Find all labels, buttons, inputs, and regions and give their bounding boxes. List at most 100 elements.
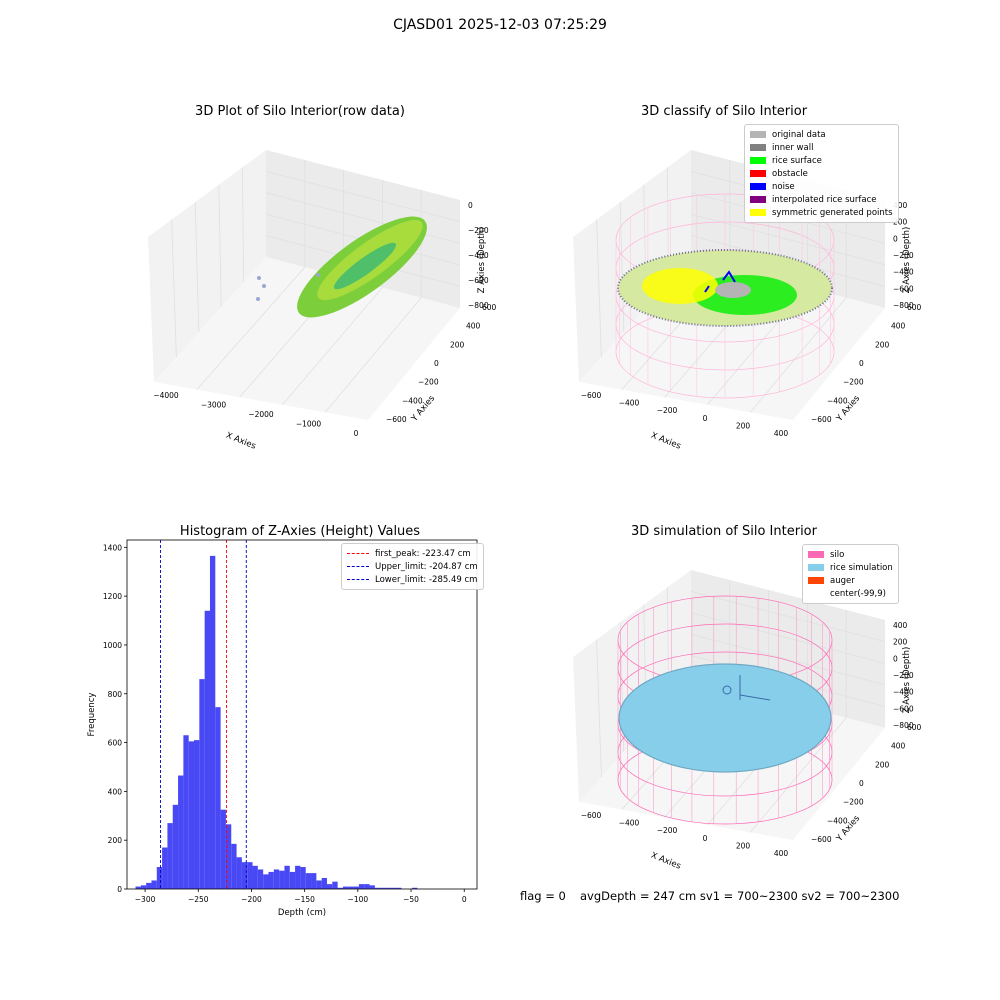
legend-item-first-peak: first_peak: -223.47 cm [347, 547, 478, 560]
footer-stats: avgDepth = 247 cm sv1 = 700~2300 sv2 = 7… [580, 889, 900, 903]
histogram-ytick-label: 400 [108, 787, 123, 796]
p1-grid [282, 287, 383, 406]
histogram-bar [332, 881, 338, 889]
p1-grid [171, 219, 177, 358]
p1-outlier-point [257, 276, 261, 280]
histogram-bar [257, 869, 264, 889]
p2-xlabel: X Axies [649, 431, 682, 452]
p4-xtick: −200 [657, 826, 678, 835]
p4-ztick: 200 [893, 638, 908, 647]
histogram-bar [279, 870, 285, 889]
histogram-bar [247, 862, 253, 889]
p4-ytick: 600 [907, 723, 922, 732]
histogram-bar [252, 865, 258, 889]
p2-ytick: 200 [875, 340, 890, 349]
histogram-bar [374, 887, 381, 889]
footer-flag: flag = 0 [520, 889, 566, 903]
histogram-bar [311, 873, 317, 889]
histogram-bar [231, 843, 237, 889]
panel3-title: Histogram of Z-Axies (Height) Values [179, 524, 421, 539]
p1-grid [218, 184, 222, 308]
p1-grid [265, 171, 461, 222]
p2-ytick: −600 [811, 415, 832, 424]
panel2-legend: original data inner wall rice surface ob… [744, 124, 899, 223]
histogram-xtick-label: −300 [135, 895, 156, 904]
histogram-bar [172, 804, 179, 889]
p1-xtick: 0 [354, 429, 359, 438]
histogram-xlabel: Depth (cm) [278, 908, 326, 918]
histogram-ylabel: Frequency [87, 693, 97, 737]
p4-ytick: −400 [827, 816, 848, 825]
p4-xlabel: X Axies [649, 851, 682, 872]
p1-ytick: 200 [450, 340, 465, 349]
p1-ztick: 0 [468, 201, 473, 210]
histogram-xtick-label: −50 [403, 895, 419, 904]
legend-item-original-data: original data [750, 128, 893, 141]
p2-ztick: 200 [893, 218, 908, 227]
p4-grid [690, 591, 886, 642]
p4-xtick: 200 [736, 841, 751, 850]
p4-center-marker [722, 685, 732, 695]
legend-item-noise: noise [750, 180, 893, 193]
histogram-ytick-label: 1000 [103, 641, 122, 650]
histogram-bar [316, 880, 322, 889]
histogram-ytick-label: 0 [117, 885, 122, 894]
p2-xtick: −400 [619, 399, 640, 408]
legend-item-rice-simulation: rice simulation [808, 561, 893, 574]
p4-auger-axis [739, 694, 771, 701]
histogram-bar [327, 884, 333, 889]
panel3-histogram: −300 −250 −200 −150 −100 −50 0 0 200 400 600 800 100… [87, 539, 478, 918]
p1-grid [196, 266, 306, 390]
p4-ytick: 400 [891, 742, 906, 751]
histogram-ytick-label: 1400 [103, 543, 122, 552]
histogram-bar [204, 610, 210, 889]
p4-ztick: 0 [893, 654, 898, 663]
p4-pane-left [573, 570, 691, 802]
histogram-bar [337, 887, 343, 889]
p2-grid [596, 219, 602, 358]
p4-xtick: −600 [581, 811, 602, 820]
p2-original-data [715, 282, 751, 298]
p4-xtick: 400 [774, 849, 789, 858]
histogram-bar [156, 867, 163, 889]
histogram-bar [364, 884, 370, 889]
p4-grid [749, 717, 847, 833]
p1-ytick: 0 [434, 359, 439, 368]
histogram-xtick-label: −250 [188, 895, 209, 904]
p1-outlier-point [316, 273, 320, 277]
p4-grid [690, 633, 886, 686]
histogram-bar [385, 887, 391, 889]
histogram-xtick-label: −200 [241, 895, 262, 904]
p1-pane-left [148, 150, 266, 382]
p1-ztick: −200 [468, 226, 489, 235]
p1-xlabel: X Axies [224, 431, 257, 452]
p2-ytick: −400 [827, 396, 848, 405]
p1-xtick: −3000 [201, 401, 227, 410]
p4-rice-simulation [618, 663, 832, 773]
histogram-bar [284, 865, 290, 889]
p1-xtick: −2000 [248, 410, 274, 419]
histogram-bar [194, 740, 200, 889]
p1-xtick: −4000 [153, 391, 179, 400]
p2-ytick: −200 [843, 378, 864, 387]
legend-item-auger: auger [808, 574, 893, 587]
histogram-bar [300, 867, 306, 889]
p1-ytick: −400 [402, 396, 423, 405]
p2-ytick: 400 [891, 322, 906, 331]
p4-ytick: 200 [875, 760, 890, 769]
p4-ztick: −600 [893, 704, 914, 713]
histogram-bar [273, 869, 280, 889]
legend-item-rice-surface: rice surface [750, 154, 893, 167]
histogram-ytick-label: 800 [108, 690, 123, 699]
p2-ztick: 0 [893, 234, 898, 243]
p4-zlabel: Z Axies (Depth) [902, 647, 912, 714]
panel4-3d-plot: −600−400−2000200400−600−400−200020040060… [573, 570, 922, 872]
p2-pane-left [573, 150, 691, 382]
p1-ytick: −200 [418, 378, 439, 387]
p1-grid [194, 202, 200, 333]
p2-zlabel: Z Axies (Depth) [902, 227, 912, 294]
histogram-bar [188, 741, 195, 889]
histogram-bar [305, 873, 312, 889]
p2-grid [690, 213, 886, 266]
p2-symmetric-points [642, 268, 718, 304]
